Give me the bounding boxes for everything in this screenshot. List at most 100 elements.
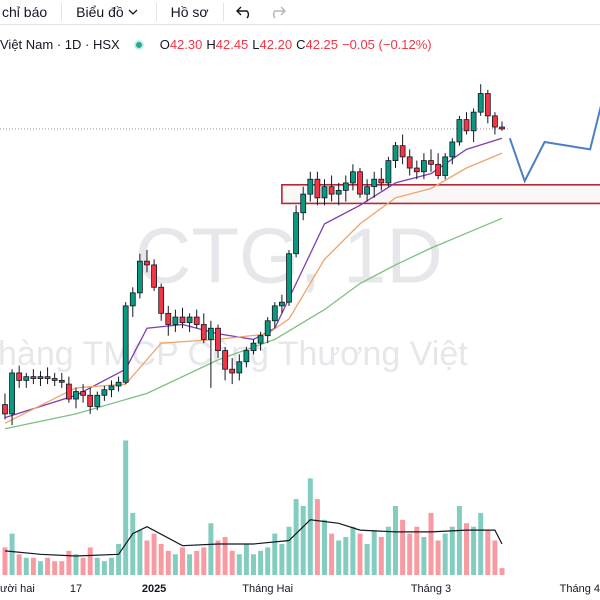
candle-body: [108, 385, 115, 391]
volume-bar: [293, 499, 299, 575]
volume-bar: [215, 540, 221, 575]
change: −0.05 (−0.12%): [342, 37, 432, 52]
candle-body: [350, 171, 356, 184]
candle-body: [243, 350, 250, 363]
candle-body: [158, 286, 165, 314]
volume-bar: [407, 533, 413, 575]
candle-body: [229, 368, 236, 374]
volume-bar: [222, 537, 228, 575]
volume-bar: [456, 506, 462, 575]
ohlc: O42.30 H42.45 L42.20 C42.25: [156, 37, 338, 52]
candle-body: [186, 316, 193, 324]
volume-pane: [2, 440, 505, 575]
candle-body: [257, 335, 264, 344]
toolbar-item[interactable]: chỉ báo: [2, 4, 48, 20]
volume-bar: [449, 526, 455, 575]
candle-body: [470, 111, 477, 132]
ohlc-key: O: [159, 37, 170, 52]
candle-body: [385, 160, 392, 184]
caret-icon: [128, 9, 138, 15]
candle-body: [37, 376, 44, 379]
candle-body: [215, 327, 221, 351]
volume-bar: [251, 554, 256, 575]
candle-body: [307, 178, 314, 195]
candle-body: [16, 372, 23, 381]
volume-bar: [201, 547, 207, 575]
volume-bar: [336, 540, 342, 575]
candle-body: [321, 186, 328, 199]
ohlc-value: 42.20: [259, 37, 293, 52]
candle-body: [328, 186, 335, 195]
candle-body: [392, 145, 399, 161]
undo-icon[interactable]: [235, 5, 254, 19]
candle-body: [364, 186, 370, 195]
volume-bar: [300, 506, 306, 575]
projection-line: [508, 105, 600, 184]
candle-body: [271, 305, 278, 322]
volume-bar: [151, 533, 157, 575]
volume-bar: [286, 526, 292, 575]
candle-body: [193, 316, 200, 325]
candle-body: [165, 312, 172, 325]
volume-bar: [492, 540, 498, 575]
candle-body: [421, 160, 427, 173]
volume-ma-line: [4, 519, 503, 557]
x-tick-label: 17: [70, 583, 82, 595]
candle-body: [136, 260, 143, 294]
volume-bar: [123, 440, 129, 575]
toolbar-item[interactable]: Biểu đồ: [76, 4, 124, 20]
candle-body: [179, 316, 186, 324]
candle-body: [264, 320, 271, 337]
symbol: Việt Nam · 1D · HSX: [0, 37, 120, 52]
candle-body: [279, 301, 285, 307]
volume-bar: [172, 554, 178, 575]
volume-bar: [364, 543, 370, 575]
volume-bar: [499, 568, 505, 575]
volume-bar: [30, 557, 36, 575]
volume-bar: [23, 557, 29, 575]
volume-bar: [165, 550, 171, 575]
volume-bar: [37, 561, 43, 575]
volume-bar: [478, 512, 484, 575]
ohlc-value: 42.45: [215, 37, 249, 52]
volume-bar: [265, 547, 271, 575]
candle-body: [456, 119, 463, 143]
volume-bar: [16, 554, 22, 575]
volume-bar: [144, 540, 150, 575]
volume-bar: [73, 554, 79, 575]
candle-body: [492, 115, 498, 128]
moving-average: [4, 217, 503, 430]
volume-bar: [471, 526, 477, 575]
volume-bar: [421, 537, 427, 575]
volume-bar: [94, 557, 100, 575]
volume-bar: [9, 533, 15, 575]
toolbar-item[interactable]: Hồ sơ: [170, 4, 209, 20]
volume-bar: [52, 561, 58, 575]
candle-body: [378, 178, 385, 184]
volume-bar: [116, 543, 122, 575]
candle-body: [23, 376, 30, 381]
candle-body: [151, 264, 157, 288]
candle-body: [449, 141, 456, 158]
candle-body: [399, 145, 406, 158]
volume-bar: [258, 550, 264, 575]
candle-body: [413, 167, 420, 173]
volume-bar: [108, 557, 114, 575]
candle-body: [9, 372, 15, 415]
status-dot: [133, 39, 144, 50]
x-tick-label: Tháng 3: [411, 583, 451, 595]
ohlc-key: L: [252, 37, 260, 52]
candle-body: [335, 189, 342, 195]
volume-bar: [400, 519, 406, 575]
candle-body: [342, 182, 349, 191]
volume-bar: [101, 561, 107, 575]
candle-body: [65, 383, 72, 400]
ohlc-key: C: [296, 37, 306, 52]
volume-bar: [464, 523, 469, 575]
candle-body: [406, 156, 413, 169]
redo-icon[interactable]: [268, 5, 286, 19]
volume-bar: [314, 499, 320, 575]
volume-bar: [393, 506, 398, 575]
volume-bar: [322, 519, 327, 575]
